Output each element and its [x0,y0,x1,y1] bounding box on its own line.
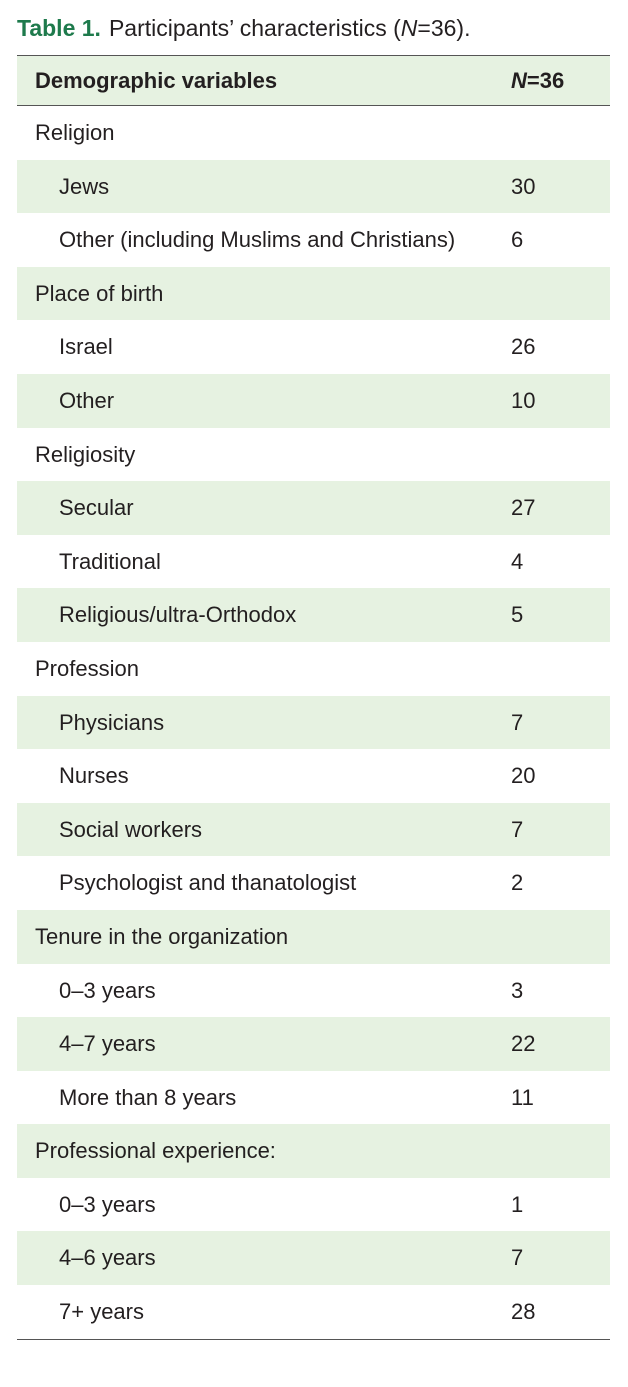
caption-text: =36). [417,15,471,41]
table-row: Other (including Muslims and Christians)… [17,213,610,267]
table: Demographic variables N=36 Religion Jews 3… [17,55,610,1340]
item-label: Social workers [17,802,511,857]
table-row: Religious/ultra-Orthodox 5 [17,588,610,642]
item-label: More than 8 years [59,1084,237,1110]
item-label: Physicians [17,695,511,750]
item-value: 1 [511,1191,524,1217]
group-label: Religion [35,120,115,145]
item-label: Israel [59,334,113,360]
item-label: Nurses [59,763,129,789]
group-label: Professional experience: [17,1124,511,1178]
group-label: Profession [35,655,139,681]
table-row: 0–3 years 3 [17,964,610,1018]
table-row: Traditional 4 [17,535,610,589]
item-value: 4 [511,548,524,574]
item-value: 7 [511,695,610,750]
item-value: 2 [511,870,524,896]
empty-cell [511,909,610,964]
empty-cell [511,106,610,160]
table-row: Secular 27 [17,481,610,535]
item-value: 7 [511,802,610,857]
header-text: N [511,68,527,93]
item-value: 22 [511,1017,610,1071]
table-caption: Table 1. Participants’ characteristics (N… [17,12,471,44]
empty-cell [511,428,610,482]
caption-label: Table 1. [17,15,101,41]
empty-cell [511,642,610,696]
table-row: Religiosity [17,428,610,482]
table-row: 4–6 years 7 [17,1231,610,1286]
table-row: Religion [17,106,610,160]
item-value: 20 [511,763,536,789]
header-row: Demographic variables N=36 [17,55,610,106]
table-row: Israel 26 [17,320,610,374]
item-label: 0–3 years [59,1191,156,1217]
item-label: 4–7 years [17,1017,511,1071]
item-label: 7+ years [17,1285,511,1340]
item-value: 3 [511,977,524,1003]
empty-cell [511,1124,610,1178]
item-label: Other [17,373,511,428]
item-value: 7 [511,1231,610,1286]
group-label: Place of birth [17,266,511,321]
item-label: Jews [17,159,511,214]
table-row: Nurses 20 [17,749,610,803]
item-value: 26 [511,334,536,360]
item-label: 0–3 years [59,977,156,1003]
table-row: Jews 30 [17,159,610,214]
item-value: 6 [511,227,524,253]
caption-text: Participants’ characteristics ( [108,15,401,41]
table-row: Place of birth [17,266,610,321]
empty-cell [511,266,610,321]
table-row: Profession [17,642,610,696]
item-label: Traditional [59,548,161,574]
item-label: Psychologist and thanatologist [59,870,357,896]
table-row: Professional experience: [17,1124,610,1178]
item-value: 10 [511,373,610,428]
item-value: 28 [511,1285,610,1340]
table-row: 4–7 years 22 [17,1017,610,1071]
item-value: 5 [511,588,610,642]
item-label: Other (including Muslims and Christians) [59,227,456,253]
group-label: Religiosity [35,441,136,467]
table-row: Other 10 [17,373,610,428]
item-label: Religious/ultra-Orthodox [17,588,511,642]
item-value: 11 [511,1084,534,1110]
item-label: Secular [17,481,511,535]
table-body: Religion Jews 30 Other (including Muslims a… [17,106,610,1340]
group-label: Tenure in the organization [17,909,511,964]
header-cell: N=36 [511,55,610,106]
table-row: Social workers 7 [17,802,610,857]
item-value: 27 [511,481,610,535]
table-row: 0–3 years 1 [17,1178,610,1232]
item-value: 30 [511,159,610,214]
table-row: 7+ years 28 [17,1285,610,1340]
table-row: More than 8 years 11 [17,1071,610,1125]
header-cell: Demographic variables [17,55,511,106]
caption-text: N [400,15,418,41]
table-row: Physicians 7 [17,695,610,750]
item-label: 4–6 years [17,1231,511,1286]
header-text: =36 [526,68,565,93]
table-row: Psychologist and thanatologist 2 [17,856,610,910]
table-row: Tenure in the organization [17,909,610,964]
